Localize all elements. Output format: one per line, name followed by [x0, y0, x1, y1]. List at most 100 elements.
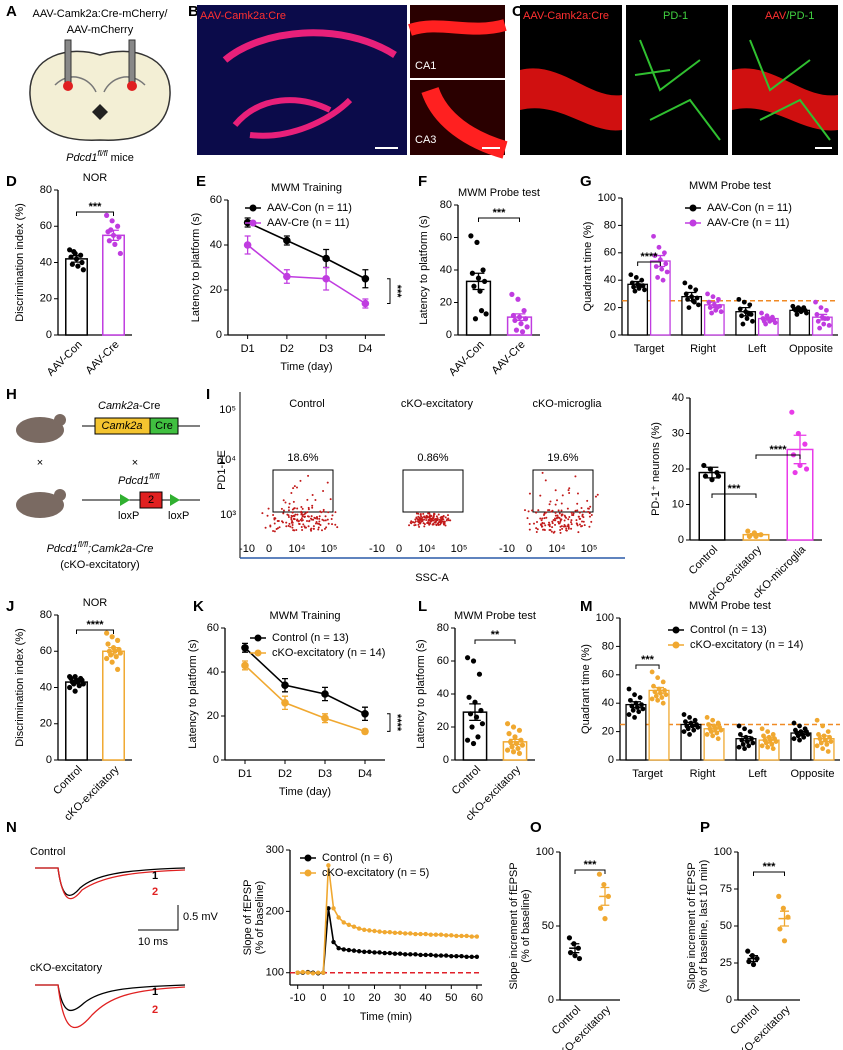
data-point — [715, 736, 721, 742]
y-tick-label: 20 — [437, 721, 449, 733]
legend-marker — [689, 204, 697, 212]
significance-label: *** — [493, 207, 507, 219]
significance-label: **** — [769, 444, 787, 456]
data-point — [750, 740, 756, 746]
data-point — [660, 679, 666, 685]
event-dot — [567, 526, 570, 529]
data-point — [710, 733, 716, 739]
x-tick-label: Target — [632, 768, 663, 780]
data-point — [483, 311, 489, 317]
data-point — [331, 939, 336, 945]
event-dot — [323, 527, 326, 530]
event-dot — [541, 521, 544, 524]
data-point — [506, 731, 512, 737]
y-axis-label: Latency to platform (s) — [418, 215, 430, 324]
y-tick-label: 40 — [604, 274, 616, 286]
data-point — [504, 747, 511, 753]
error-bar — [749, 532, 763, 537]
event-dot — [423, 525, 426, 528]
data-point — [704, 732, 710, 737]
event-dot — [434, 520, 437, 523]
event-dot — [414, 518, 417, 521]
event-dot — [430, 520, 433, 523]
legend-marker — [249, 219, 257, 227]
trace — [35, 867, 186, 900]
data-point — [804, 310, 809, 316]
trace-number: 2 — [152, 1004, 158, 1016]
caption: Pdcd1fl/fl mice — [66, 149, 134, 164]
data-point — [660, 700, 666, 706]
data-point — [443, 953, 449, 958]
data-point — [449, 953, 454, 959]
event-dot — [289, 525, 292, 528]
data-point — [802, 441, 808, 447]
data-point — [361, 727, 369, 736]
micrograph — [410, 5, 505, 78]
x-tick-label: AAV-Con — [447, 339, 487, 379]
x-tick-label: 10⁵ — [451, 543, 468, 555]
data-point — [820, 723, 826, 729]
data-point — [80, 267, 86, 273]
significance-label: *** — [641, 654, 655, 666]
data-point — [454, 933, 459, 939]
event-dot — [296, 513, 299, 516]
legend-label: cKO-excitatory (n = 14) — [272, 647, 385, 659]
y-tick-label: 60 — [40, 645, 52, 657]
brain-outline — [29, 50, 171, 141]
event-dot — [261, 512, 264, 515]
event-dot — [300, 526, 303, 529]
y-tick-label: 75 — [720, 883, 732, 895]
data-point — [828, 739, 834, 744]
data-point — [759, 743, 765, 749]
event-dot — [552, 518, 555, 521]
data-point — [636, 709, 642, 715]
event-dot — [559, 528, 562, 531]
data-point — [474, 934, 480, 939]
data-point — [80, 681, 86, 687]
event-dot — [287, 524, 290, 527]
y-tick-label: 20 — [40, 293, 52, 305]
event-dot — [266, 514, 269, 517]
data-point — [814, 743, 820, 749]
event-dot — [322, 508, 325, 511]
panel-letter: B — [188, 3, 199, 20]
data-point — [791, 720, 797, 726]
x-tick-label: -10 — [239, 543, 255, 555]
y-axis-label: Discrimination index (%) — [14, 628, 26, 747]
data-point — [336, 915, 341, 920]
event-dot — [554, 489, 557, 492]
data-point — [814, 717, 820, 723]
event-dot — [287, 509, 290, 512]
mouse-icon — [54, 414, 66, 426]
legend-marker — [689, 219, 697, 227]
data-point — [241, 644, 249, 652]
event-dot — [578, 523, 581, 526]
data-point — [687, 284, 693, 290]
error-bar — [709, 725, 719, 733]
event-dot — [580, 507, 583, 510]
y-axis-label: Slope of fEPSP — [242, 880, 254, 956]
event-dot — [548, 528, 551, 531]
micrograph-stain — [520, 68, 622, 131]
event-dot — [303, 525, 306, 528]
event-dot — [306, 515, 309, 518]
gate — [402, 469, 464, 513]
data-point — [283, 236, 291, 245]
event-dot — [557, 520, 560, 523]
y-axis-label: (% of baseline) — [254, 881, 266, 954]
y-tick-label: 80 — [40, 184, 52, 196]
data-point — [387, 930, 393, 935]
event-dot — [300, 505, 303, 508]
data-point — [433, 932, 439, 937]
event-dot — [272, 529, 275, 532]
data-point — [117, 650, 123, 656]
event-dot — [423, 516, 426, 519]
event-dot — [580, 525, 583, 528]
gene-label: Pdcd1fl/fl — [118, 472, 160, 487]
event-dot — [582, 520, 585, 523]
panel-letter: C — [512, 3, 523, 20]
event-dot — [309, 528, 312, 531]
event-dot — [303, 513, 306, 516]
legend-label: Control (n = 13) — [690, 624, 767, 636]
x-tick-label: 0 — [266, 543, 272, 555]
